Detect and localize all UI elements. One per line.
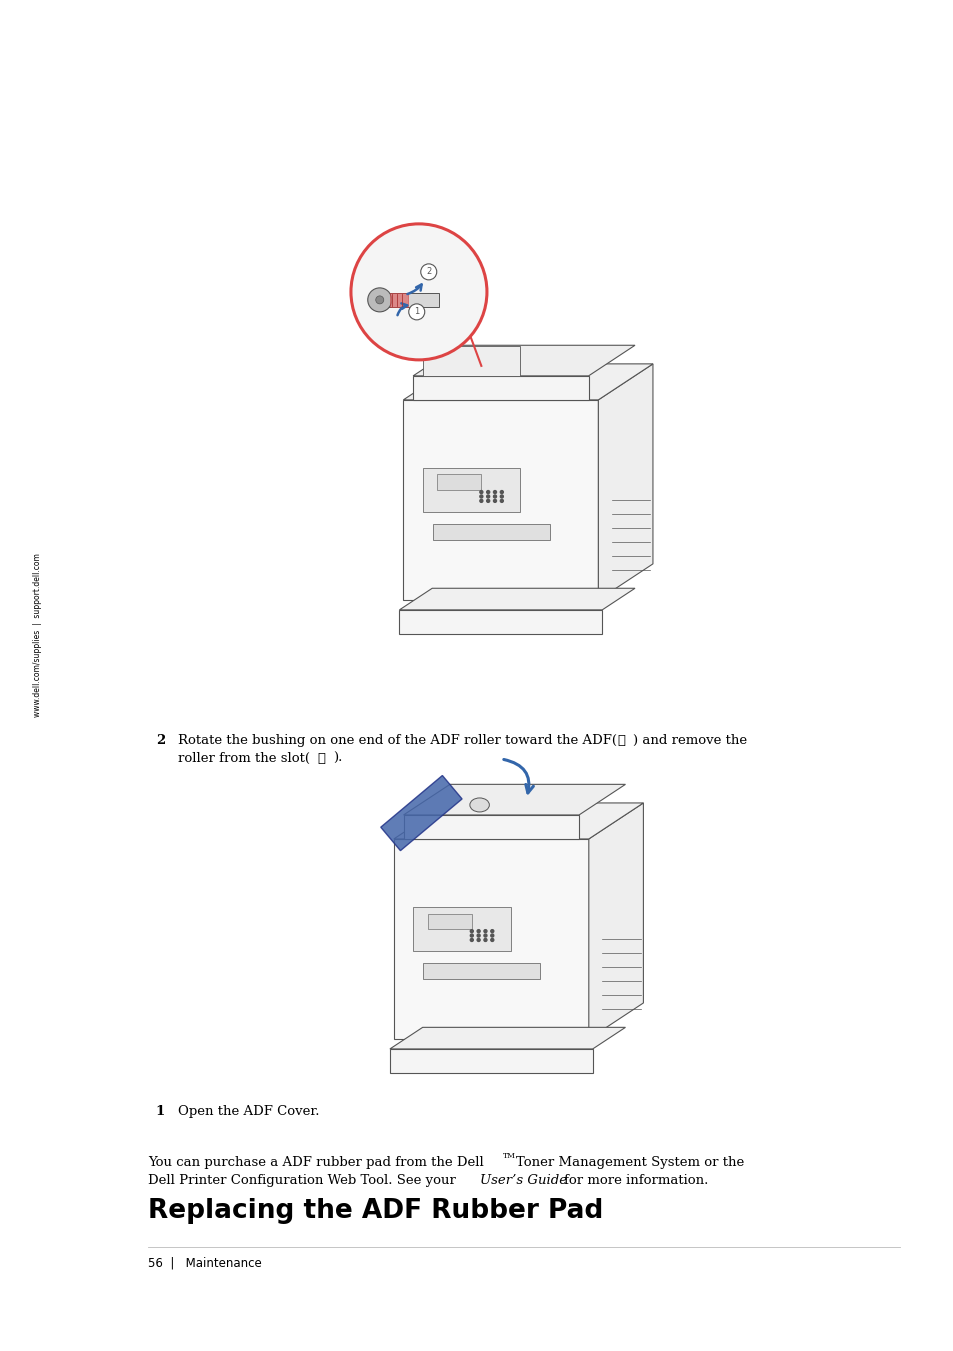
Bar xyxy=(422,467,519,512)
FancyArrowPatch shape xyxy=(407,285,421,295)
Circle shape xyxy=(479,490,482,493)
Text: Dell Printer Configuration Web Tool. See your: Dell Printer Configuration Web Tool. See… xyxy=(148,1174,459,1188)
Circle shape xyxy=(483,939,486,942)
Polygon shape xyxy=(399,588,635,609)
Text: 2: 2 xyxy=(155,734,165,747)
Polygon shape xyxy=(394,839,588,1039)
Circle shape xyxy=(483,929,486,932)
Circle shape xyxy=(470,939,473,942)
Text: User’s Guide: User’s Guide xyxy=(479,1174,566,1188)
Text: 56  |   Maintenance: 56 | Maintenance xyxy=(148,1256,261,1270)
Bar xyxy=(399,609,601,634)
Bar xyxy=(413,376,588,400)
Bar xyxy=(413,907,510,951)
Polygon shape xyxy=(588,802,642,1039)
Circle shape xyxy=(486,490,489,493)
Text: Open the ADF Cover.: Open the ADF Cover. xyxy=(177,1105,319,1119)
Polygon shape xyxy=(390,1027,625,1048)
Bar xyxy=(390,293,407,307)
Ellipse shape xyxy=(470,798,489,812)
Circle shape xyxy=(420,263,436,280)
Circle shape xyxy=(375,296,383,304)
Circle shape xyxy=(499,500,503,503)
Polygon shape xyxy=(403,785,625,815)
Circle shape xyxy=(476,929,479,932)
Circle shape xyxy=(499,490,503,493)
Circle shape xyxy=(351,224,486,359)
Bar xyxy=(422,346,519,376)
Bar xyxy=(375,293,439,307)
Text: You can purchase a ADF rubber pad from the Dell: You can purchase a ADF rubber pad from t… xyxy=(148,1156,483,1170)
Circle shape xyxy=(493,500,496,503)
Circle shape xyxy=(476,939,479,942)
Circle shape xyxy=(486,500,489,503)
FancyArrowPatch shape xyxy=(503,759,533,793)
Circle shape xyxy=(470,929,473,932)
Text: Replacing the ADF Rubber Pad: Replacing the ADF Rubber Pad xyxy=(148,1197,602,1224)
Polygon shape xyxy=(403,400,598,600)
Circle shape xyxy=(486,494,489,499)
Text: ).: ). xyxy=(333,751,342,765)
Circle shape xyxy=(408,304,424,320)
Text: ①: ① xyxy=(618,734,625,747)
Text: www.dell.com/supplies  |  support.dell.com: www.dell.com/supplies | support.dell.com xyxy=(33,553,43,717)
Polygon shape xyxy=(380,775,461,851)
Polygon shape xyxy=(413,346,635,376)
Text: ) and remove the: ) and remove the xyxy=(632,734,746,747)
Circle shape xyxy=(490,939,494,942)
Bar xyxy=(422,963,539,979)
Text: Rotate the bushing on one end of the ADF roller toward the ADF(: Rotate the bushing on one end of the ADF… xyxy=(177,734,617,747)
Bar xyxy=(428,913,472,929)
Circle shape xyxy=(479,500,482,503)
Circle shape xyxy=(490,929,494,932)
FancyArrowPatch shape xyxy=(397,304,407,315)
Text: Toner Management System or the: Toner Management System or the xyxy=(516,1156,743,1170)
Circle shape xyxy=(490,934,494,938)
Circle shape xyxy=(476,934,479,938)
Circle shape xyxy=(367,288,392,312)
Text: for more information.: for more information. xyxy=(563,1174,707,1188)
Text: TM: TM xyxy=(502,1152,516,1161)
Text: roller from the slot(: roller from the slot( xyxy=(177,751,310,765)
Circle shape xyxy=(493,490,496,493)
Polygon shape xyxy=(403,363,652,400)
Bar xyxy=(390,1048,592,1073)
Text: 1: 1 xyxy=(414,308,419,316)
Circle shape xyxy=(479,494,482,499)
Text: 2: 2 xyxy=(426,267,431,277)
Bar xyxy=(437,474,481,490)
Bar xyxy=(403,815,578,839)
Bar xyxy=(432,524,549,540)
Polygon shape xyxy=(598,363,652,600)
Polygon shape xyxy=(394,802,642,839)
Circle shape xyxy=(493,494,496,499)
Circle shape xyxy=(483,934,486,938)
Circle shape xyxy=(470,934,473,938)
Text: ②: ② xyxy=(317,751,326,765)
Ellipse shape xyxy=(370,293,379,307)
Circle shape xyxy=(499,494,503,499)
Text: 1: 1 xyxy=(155,1105,165,1119)
